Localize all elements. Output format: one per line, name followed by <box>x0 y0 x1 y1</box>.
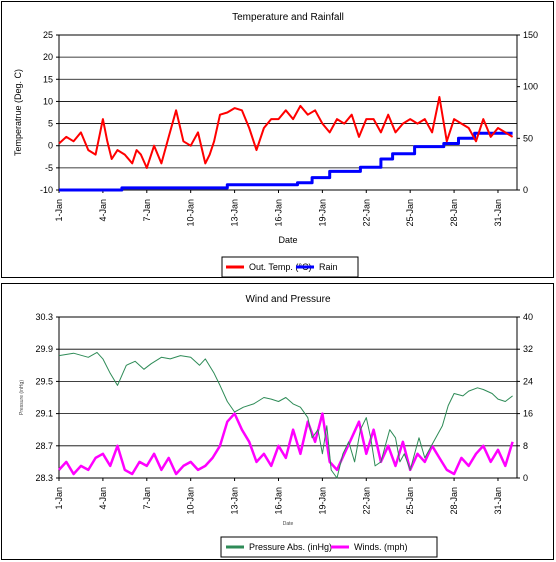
y2-tick-label: 40 <box>523 312 533 322</box>
y-tick-label: 29.9 <box>35 344 53 354</box>
x-tick-label: 25-Jan <box>405 487 415 515</box>
x-tick-label: 10-Jan <box>186 487 196 515</box>
x-tick-label: 19-Jan <box>317 199 327 227</box>
x-axis-label: Date <box>283 521 294 527</box>
y-tick-label: 5 <box>48 119 53 129</box>
y2-tick-label: 150 <box>523 30 538 40</box>
x-tick-label: 1-Jan <box>54 487 64 510</box>
legend-label-0: Pressure Abs. (inHg) <box>249 542 332 552</box>
y2-tick-label: 0 <box>523 185 528 195</box>
x-tick-label: 16-Jan <box>273 199 283 227</box>
y-tick-label: 28.3 <box>35 473 53 483</box>
x-tick-label: 4-Jan <box>98 487 108 510</box>
legend-label-0: Out. Temp. (°C) <box>249 262 311 272</box>
y-tick-label: 29.5 <box>35 376 53 386</box>
x-tick-label: 7-Jan <box>142 487 152 510</box>
x-tick-label: 31-Jan <box>493 487 503 515</box>
legend-box <box>221 256 359 278</box>
x-tick-label: 16-Jan <box>273 487 283 515</box>
y-tick-label: -5 <box>45 163 53 173</box>
x-tick-label: 13-Jan <box>230 199 240 227</box>
x-tick-label: 22-Jan <box>361 487 371 515</box>
x-tick-label: 31-Jan <box>493 199 503 227</box>
y-tick-label: 29.1 <box>35 409 53 419</box>
x-tick-label: 4-Jan <box>98 199 108 222</box>
legend-label-1: Winds. (mph) <box>354 542 408 552</box>
y-axis-label: Temperatrue (Deg. C) <box>13 69 23 156</box>
y2-tick-label: 100 <box>523 82 538 92</box>
temperature-rainfall-panel: Temperature and Rainfall 25 20 15 10 5 0 -5 -10 1… <box>1 1 554 278</box>
temperature-rainfall-chart: Temperature and Rainfall2520151050-5-101… <box>13 12 538 278</box>
y-tick-label: 15 <box>43 74 53 84</box>
x-tick-label: 1-Jan <box>54 199 64 222</box>
y2-tick-label: 24 <box>523 376 533 386</box>
y2-tick-label: 8 <box>523 441 528 451</box>
y-tick-label: 20 <box>43 52 53 62</box>
y-tick-label: 10 <box>43 96 53 106</box>
series-line-0 <box>58 351 513 479</box>
y-axis-label: Pressure (inHg) <box>19 380 25 415</box>
x-tick-label: 19-Jan <box>317 487 327 515</box>
legend-label-1: Rain <box>319 262 338 272</box>
y-tick-label: 28.7 <box>35 441 53 451</box>
x-axis-label: Date <box>278 235 297 245</box>
series-line-1 <box>58 412 514 476</box>
wind-pressure-chart: Wind and Pressure 30.3 29.9 29.5 29.1 28.7 28.… <box>19 294 533 558</box>
series-line-1 <box>59 131 513 192</box>
series-line-0 <box>58 96 514 169</box>
y-tick-label: 25 <box>43 30 53 40</box>
x-tick-label: 22-Jan <box>361 199 371 227</box>
wind-pressure-panel: Wind and Pressure 30.3 29.9 29.5 29.1 28.7 28.… <box>1 283 554 560</box>
y2-tick-label: 0 <box>523 473 528 483</box>
x-tick-label: 7-Jan <box>142 199 152 222</box>
chart-title: Temperature and Rainfall <box>232 12 344 23</box>
x-tick-label: 13-Jan <box>230 487 240 515</box>
x-tick-label: 10-Jan <box>186 199 196 227</box>
legend-box <box>220 536 438 558</box>
x-tick-label: 25-Jan <box>405 199 415 227</box>
y-tick-label: 30.3 <box>35 312 53 322</box>
y2-tick-label: 16 <box>523 409 533 419</box>
x-tick-label: 28-Jan <box>449 199 459 227</box>
y-tick-label: -10 <box>40 185 53 195</box>
x-tick-label: 28-Jan <box>449 487 459 515</box>
y2-tick-label: 50 <box>523 133 533 143</box>
y-tick-label: 0 <box>48 141 53 151</box>
y2-tick-label: 32 <box>523 344 533 354</box>
chart-title: Wind and Pressure <box>245 294 330 305</box>
